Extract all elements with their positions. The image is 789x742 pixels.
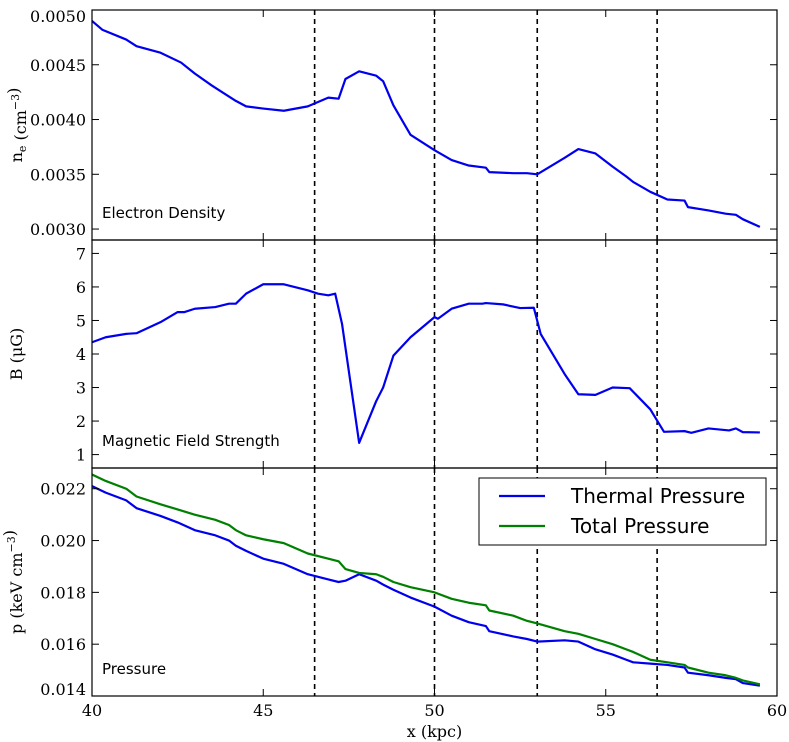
panels-layer: 0.0030 0.0035 0.0040 0.0045 0.0050 Electron D…: [0, 7, 787, 720]
panel-label-density: Electron Density: [102, 204, 225, 222]
y-axis-label-density: ne (cm−3): [4, 88, 30, 163]
legend-box: [478, 477, 767, 546]
y-axis-label-bfield: B (μG): [7, 328, 26, 381]
xtick-label-0: 40: [82, 701, 102, 720]
panel-label-bfield: Magnetic Field Strength: [102, 432, 280, 450]
panel-label-pressure: Pressure: [102, 660, 166, 678]
legend-label-0: Thermal Pressure: [570, 484, 745, 508]
x-tick-labels: 40 45 50 55 60: [82, 701, 787, 720]
ytick-label-pressure-1: 0.016: [40, 635, 86, 654]
xtick-label-4: 60: [767, 701, 787, 720]
ytick-label-density-1: 0.0035: [30, 165, 86, 184]
ytick-label-pressure-3: 0.020: [40, 532, 86, 551]
panel-pressure: 0.014 0.016 0.018 0.020 0.022 Pressure p (keV …: [0, 467, 778, 699]
ytick-label-density-4: 0.0050: [30, 7, 86, 26]
xtick-label-1: 45: [253, 701, 273, 720]
xtick-label-3: 55: [596, 701, 616, 720]
x-axis-label: x (kpc): [407, 722, 463, 741]
ytick-label-bfield-3: 4: [76, 345, 86, 364]
ytick-label-bfield-5: 6: [76, 278, 86, 297]
legend: Thermal Pressure Total Pressure: [478, 477, 767, 546]
series-line-pressure-0: [92, 485, 761, 687]
series-line-density-0: [92, 20, 761, 228]
xtick-label-2: 50: [424, 701, 444, 720]
ytick-label-bfield-4: 5: [76, 311, 86, 330]
series-line-pressure-1: [92, 473, 761, 686]
y-axis-label-pressure: p (keV cm−3): [0, 530, 26, 634]
legend-label-1: Total Pressure: [570, 514, 709, 538]
ytick-label-density-0: 0.0030: [30, 220, 86, 239]
ytick-label-bfield-2: 3: [76, 379, 86, 398]
ytick-label-pressure-2: 0.018: [40, 583, 86, 602]
panel-density: 0.0030 0.0035 0.0040 0.0045 0.0050 Electron D…: [4, 7, 778, 241]
series-group-pressure: [92, 473, 761, 687]
panel-bfield: 1 2 3 4 5 6 7 Magnetic Field Strength B (μG): [7, 239, 778, 469]
ytick-label-pressure-4: 0.022: [40, 480, 86, 499]
ytick-label-bfield-6: 7: [76, 244, 86, 263]
ytick-label-pressure-0: 0.014: [40, 680, 86, 699]
series-group-bfield: [92, 283, 760, 444]
ytick-label-density-2: 0.0040: [30, 111, 86, 130]
ytick-label-bfield-1: 2: [76, 412, 86, 431]
ytick-label-density-3: 0.0045: [30, 56, 86, 75]
series-group-density: [92, 20, 761, 228]
panel-frame-pressure: [91, 467, 778, 697]
series-line-bfield-0: [92, 283, 760, 444]
ytick-label-bfield-0: 1: [76, 446, 86, 465]
